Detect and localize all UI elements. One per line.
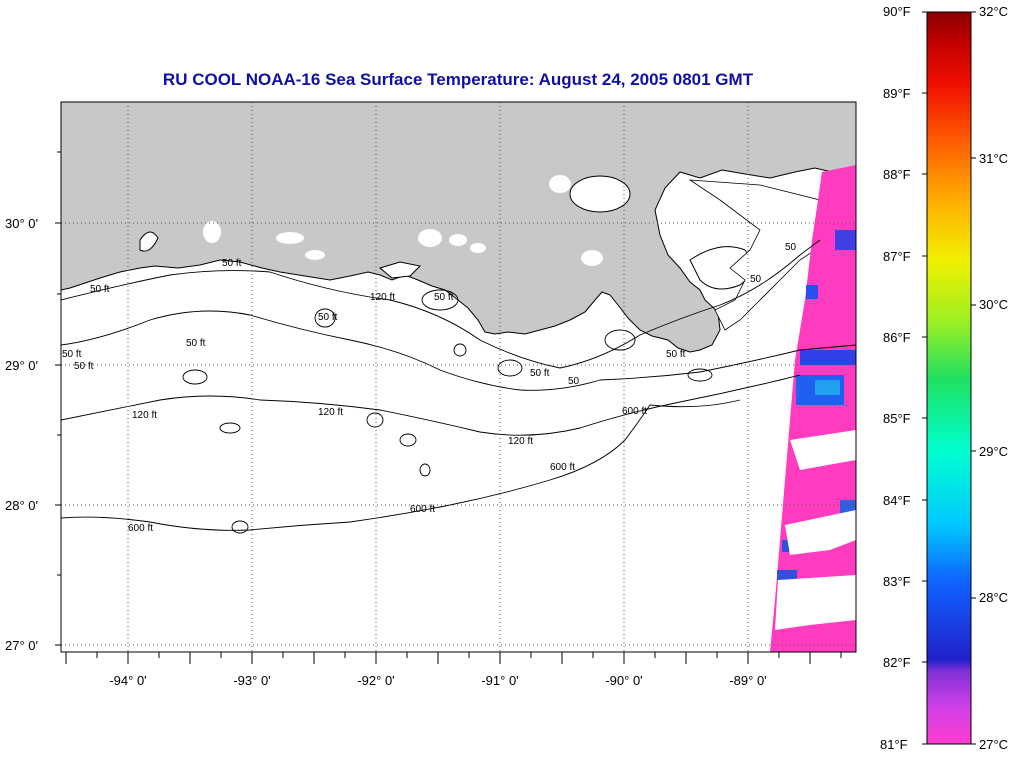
lake	[139, 231, 159, 252]
lon-label: -94° 0'	[109, 673, 146, 688]
lake	[418, 229, 442, 247]
lake	[581, 250, 603, 266]
contour-label: 50 ft	[62, 349, 82, 360]
map-title: RU COOL NOAA-16 Sea Surface Temperature:…	[162, 70, 754, 89]
land-mass	[61, 102, 856, 353]
lake	[549, 175, 571, 193]
contour-label: 50 ft	[222, 258, 242, 269]
map-frame	[60, 101, 857, 653]
lake	[203, 221, 221, 243]
colorbar-f-label: 86°F	[883, 330, 911, 345]
lake	[470, 243, 486, 253]
colorbar-c-label: 27°C	[979, 737, 1009, 752]
colorbar-f-label: 81°F	[880, 737, 908, 752]
contour-label: 600 ft	[550, 462, 575, 473]
lon-label: -90° 0'	[605, 673, 642, 688]
contour-label-group: 50 ft 50 ft 50 ft 50 ft 50 ft 50 ft 50 f…	[62, 242, 797, 534]
lat-label: 27° 0'	[5, 638, 38, 653]
contour-label: 50 ft	[434, 292, 454, 303]
contour-label: 50 ft	[186, 338, 206, 349]
lon-label: -91° 0'	[481, 673, 518, 688]
axis-ticks	[55, 151, 842, 664]
contour-label: 50	[750, 274, 762, 285]
lon-label: -93° 0'	[233, 673, 270, 688]
contour-label: 600 ft	[128, 523, 153, 534]
lat-label: 30° 0'	[5, 216, 38, 231]
colorbar-c-label: 32°C	[979, 4, 1009, 19]
lake	[378, 261, 422, 279]
contour-label: 120 ft	[508, 436, 533, 447]
contour-label: 50 ft	[74, 361, 94, 372]
colorbar-f-label: 84°F	[883, 493, 911, 508]
colorbar-c-label: 28°C	[979, 590, 1009, 605]
lon-label: -89° 0'	[729, 673, 766, 688]
colorbar-c-label: 30°C	[979, 297, 1009, 312]
sst-swath	[770, 165, 856, 652]
colorbar-f-label: 90°F	[883, 4, 911, 19]
contour-label: 50 ft	[530, 368, 550, 379]
contour-label: 120 ft	[370, 292, 395, 303]
lon-label: -92° 0'	[357, 673, 394, 688]
colorbar-f-label: 82°F	[883, 655, 911, 670]
lat-label: 29° 0'	[5, 358, 38, 373]
gridlines	[61, 102, 856, 652]
colorbar-c-label: 29°C	[979, 444, 1009, 459]
lat-label: 28° 0'	[5, 498, 38, 513]
colorbar-f-label: 83°F	[883, 574, 911, 589]
bathymetry-contours	[61, 239, 856, 534]
contour-label: 50 ft	[666, 349, 686, 360]
lake	[276, 232, 304, 244]
colorbar-f-label: 89°F	[883, 86, 911, 101]
contour-label: 50 ft	[318, 312, 338, 323]
lake	[569, 175, 631, 213]
colorbar-ticks	[922, 11, 976, 745]
colorbar-f-label: 87°F	[883, 249, 911, 264]
colorbar-f-label: 85°F	[883, 411, 911, 426]
contour-label: 600 ft	[410, 504, 435, 515]
contour-label: 50	[568, 376, 580, 387]
colorbar-c-label: 31°C	[979, 151, 1009, 166]
contour-label: 120 ft	[132, 410, 157, 421]
colorbar	[926, 11, 972, 745]
colorbar-f-label: 88°F	[883, 167, 911, 182]
lake	[305, 250, 325, 260]
contour-label: 120 ft	[318, 407, 343, 418]
contour-label: 600 ft	[622, 406, 647, 417]
contour-label: 50	[785, 242, 797, 253]
contour-label: 50 ft	[90, 284, 110, 295]
lake	[449, 234, 467, 246]
